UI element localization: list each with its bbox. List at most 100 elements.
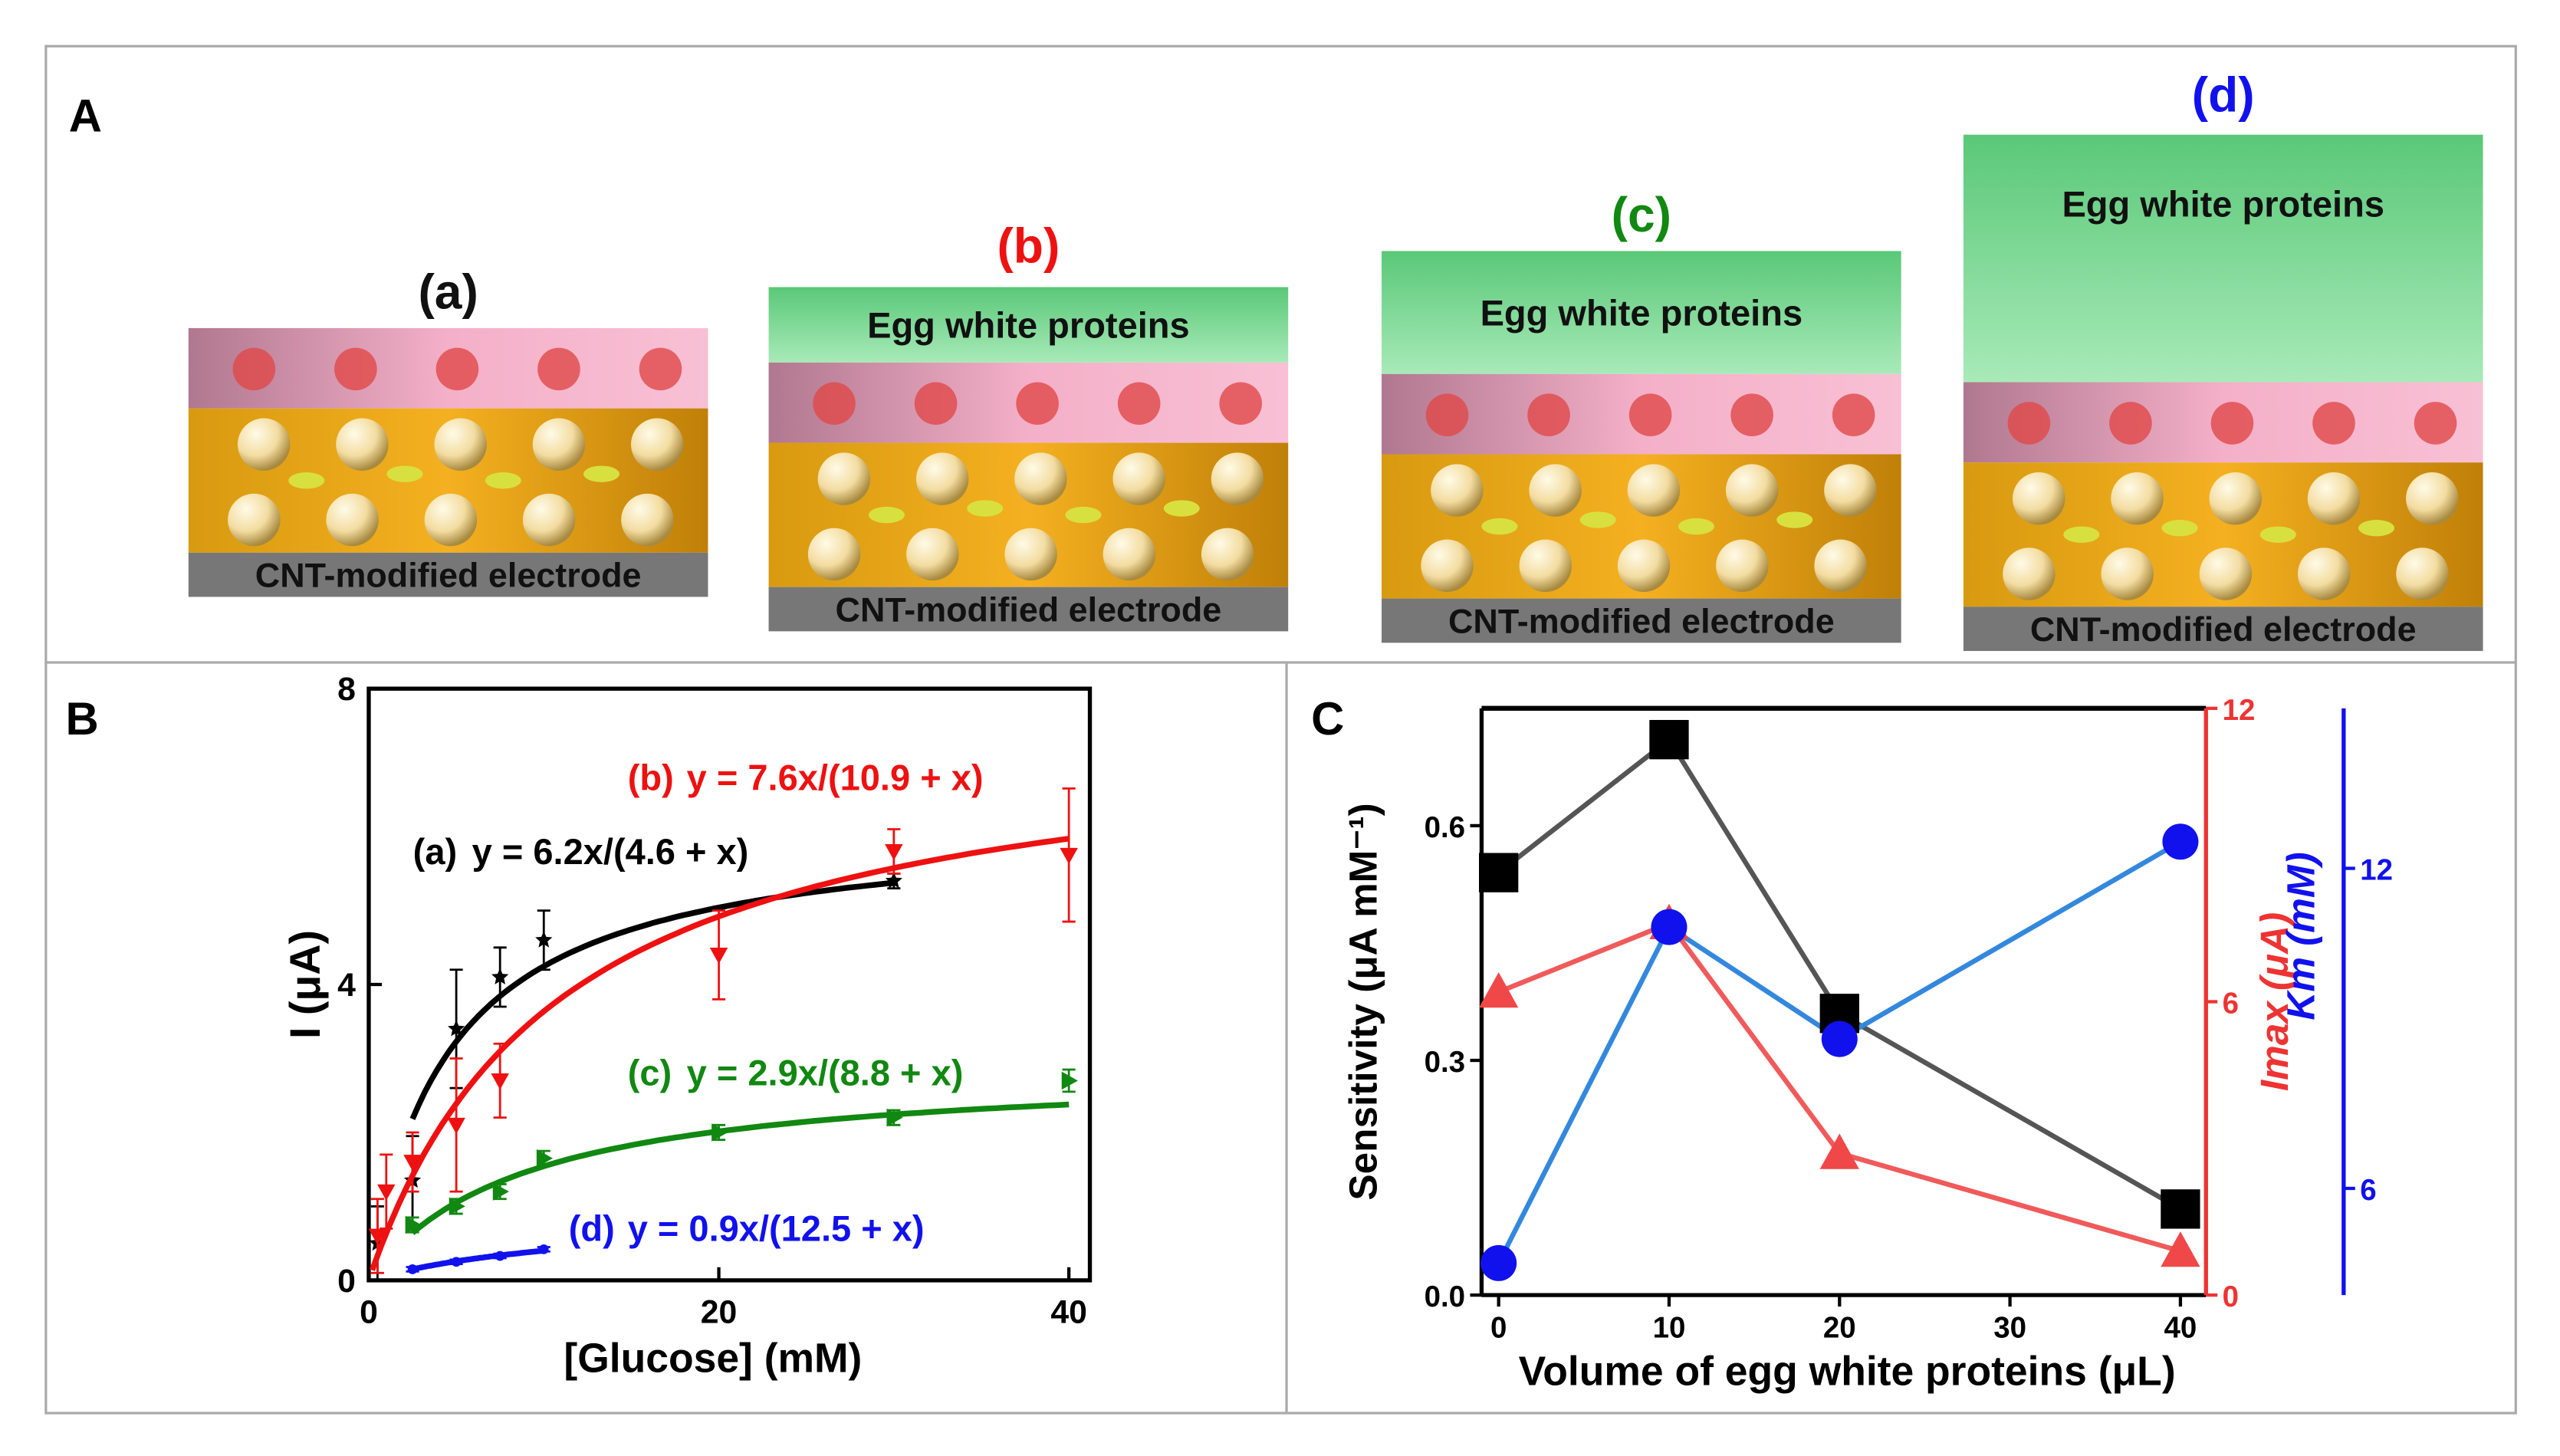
data-point (2161, 1189, 2200, 1229)
nanoparticle (1716, 539, 1769, 593)
mediator (2063, 526, 2100, 543)
data-point (1480, 1244, 1517, 1281)
data-point (447, 1117, 465, 1135)
enzyme (334, 347, 377, 391)
mediator (386, 465, 423, 482)
panel-label: A (69, 90, 102, 141)
electrode (1963, 606, 2483, 652)
mediator (583, 465, 620, 482)
data-point (491, 968, 509, 984)
data-point (886, 1108, 903, 1127)
x-tick-label: 30 (1993, 1312, 2026, 1345)
nanoparticle (817, 452, 871, 505)
scheme-label: (d) (2192, 67, 2255, 123)
data-point (536, 1149, 554, 1168)
nanoparticle (915, 452, 969, 505)
protein-layer-label: Egg white proteins (1480, 293, 1803, 334)
y-tick-label: 8 (337, 671, 356, 708)
enzyme (1117, 382, 1161, 426)
panel-label: B (66, 693, 99, 744)
y-tick-label: 12 (2223, 694, 2256, 727)
panel-label: C (1311, 693, 1344, 744)
electrode-label: CNT-modified electrode (836, 590, 1222, 629)
y2-axis-label: Imax (μA) (2253, 912, 2296, 1091)
x-tick-label: 0 (1490, 1312, 1507, 1345)
y3-axis-label: Km (mM) (2279, 852, 2322, 1020)
data-point (1060, 847, 1078, 864)
data-point (491, 1073, 509, 1090)
x-tick-label: 10 (1653, 1312, 1686, 1345)
nanoparticle (1617, 539, 1671, 593)
nanoparticle (336, 418, 389, 471)
data-point (495, 1251, 505, 1261)
nanoparticle (1004, 528, 1057, 581)
nanoparticle (237, 418, 291, 471)
data-point (1479, 972, 1519, 1008)
nanoparticle (522, 493, 576, 547)
nanoparticle (1627, 464, 1681, 517)
scheme-label: (b) (997, 218, 1060, 273)
nanoparticle (2111, 472, 2164, 525)
series-equation: y = 7.6x/(10.9 + x) (687, 758, 984, 798)
enzyme (1219, 382, 1262, 426)
data-point (1651, 909, 1687, 945)
series-name: (b) (628, 758, 674, 798)
nanoparticle (1519, 539, 1572, 593)
data-point (407, 1264, 418, 1274)
series-name: (d) (569, 1208, 615, 1249)
nanoparticle (1814, 539, 1867, 593)
mediator (2161, 520, 2198, 537)
data-point (451, 1257, 462, 1267)
y-tick-label: 0.6 (1425, 811, 1465, 844)
y-axis-label: Sensitivity (μA mM⁻¹) (1342, 803, 1385, 1200)
nanoparticle (1824, 464, 1877, 517)
mediator (2259, 526, 2296, 543)
data-point (448, 1020, 465, 1037)
protein-layer (1963, 134, 2483, 383)
mediator (2358, 520, 2395, 537)
y-tick-label: 0.0 (1425, 1280, 1465, 1313)
series-equation: y = 6.2x/(4.6 + x) (472, 831, 749, 872)
y-tick-label: 12 (2360, 854, 2393, 887)
data-point (709, 948, 728, 965)
enzyme (435, 347, 479, 391)
series-name: (c) (628, 1053, 672, 1093)
data-point (377, 1184, 396, 1201)
nanoparticle (2101, 547, 2154, 600)
nanoparticle (1103, 528, 1156, 581)
nanoparticle (2307, 472, 2361, 525)
series-line (1497, 920, 2181, 1254)
mediator (288, 472, 325, 489)
nanoparticle (621, 493, 674, 547)
electrode (188, 552, 708, 597)
nanoparticle (906, 528, 959, 581)
enzyme (2312, 402, 2355, 445)
protein-layer (768, 287, 1289, 363)
nanoparticle (532, 418, 586, 471)
fit-curve (412, 1247, 544, 1273)
x-tick-label: 40 (2164, 1312, 2197, 1345)
enzyme (1425, 393, 1469, 436)
nanoparticle (1725, 464, 1779, 517)
data-point (449, 1197, 465, 1216)
nanoparticle (434, 418, 487, 471)
fit-curve (369, 836, 1070, 1271)
enzyme (2109, 402, 2152, 445)
data-point (492, 1182, 509, 1201)
data-point (535, 931, 553, 948)
data-point (885, 844, 903, 861)
data-point (1819, 1133, 1859, 1169)
fit-curve (410, 1101, 1070, 1235)
series-name: (a) (413, 831, 457, 872)
enzyme (232, 347, 276, 391)
y-tick-label: 0 (337, 1263, 356, 1300)
nanoparticle (2013, 472, 2065, 525)
nanoparticle (807, 528, 861, 581)
data-point (1479, 853, 1519, 892)
data-point (1061, 1071, 1078, 1090)
mediator (1481, 518, 1518, 535)
y-tick-label: 4 (337, 967, 356, 1004)
protein-layer-label: Egg white proteins (867, 305, 1190, 346)
nanoparticle (1112, 452, 1165, 505)
